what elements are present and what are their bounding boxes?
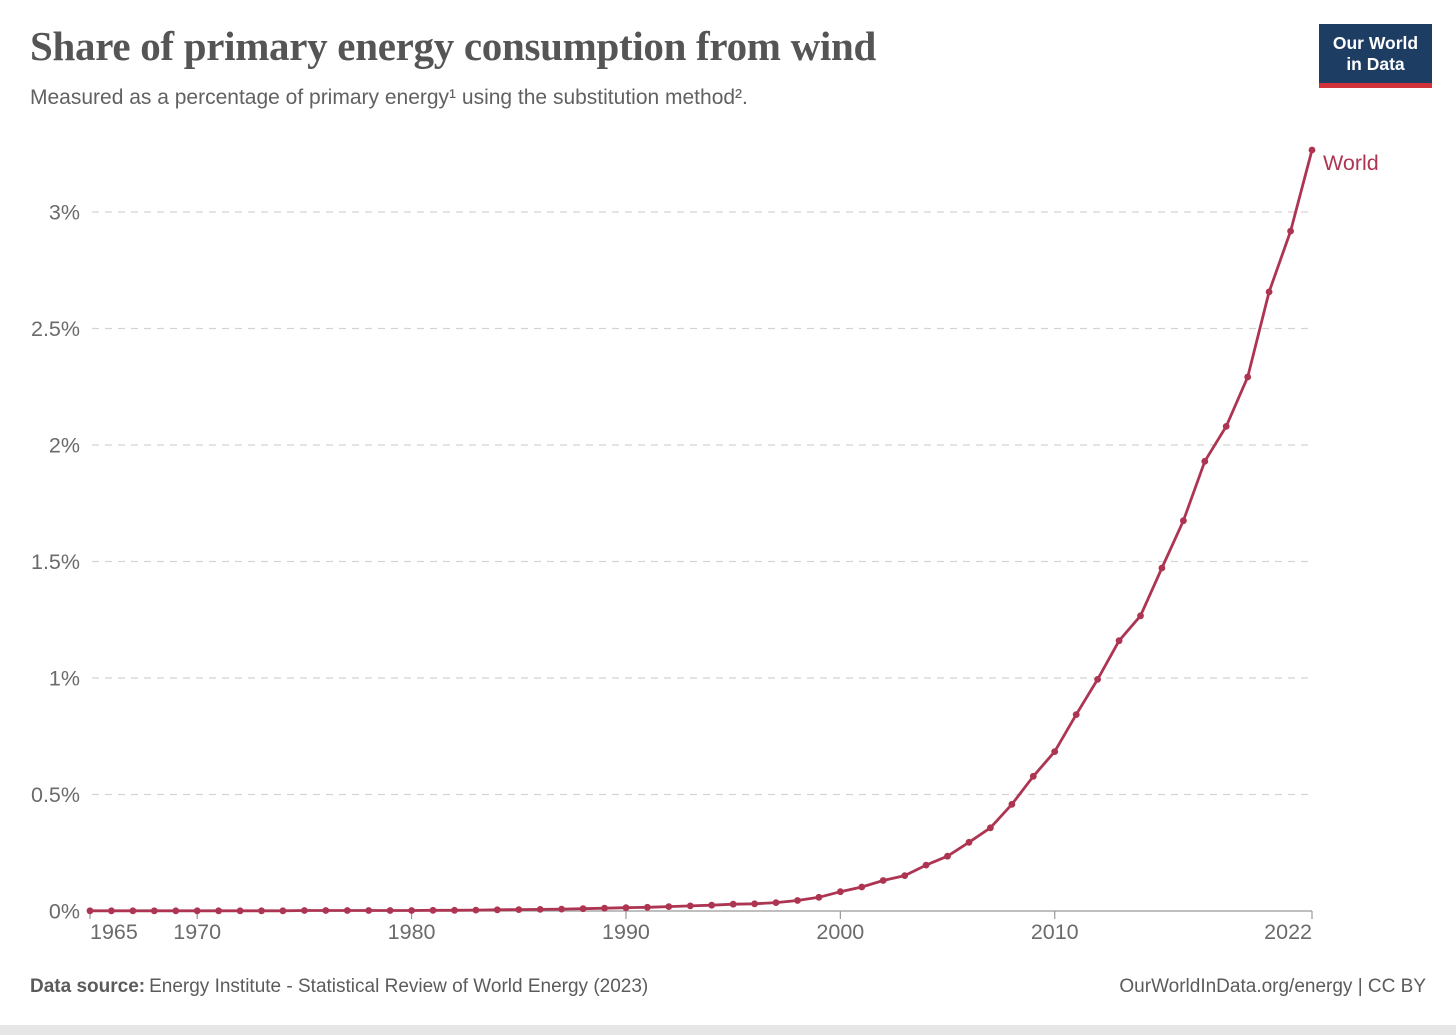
data-point-1998 <box>794 897 801 904</box>
data-point-1968 <box>150 907 158 915</box>
data-point-1983 <box>472 906 480 914</box>
credit-line: OurWorldInData.org/energy | CC BY <box>1119 976 1426 997</box>
x-tick-label-2010: 2010 <box>1031 920 1079 944</box>
y-tick-label-1.5%: 1.5% <box>31 550 80 574</box>
x-tick-label-2000: 2000 <box>816 920 864 944</box>
data-point-1975 <box>301 907 308 914</box>
data-point-2003 <box>901 872 909 879</box>
data-point-1985 <box>515 906 523 913</box>
x-tick-label-1990: 1990 <box>602 920 650 944</box>
data-point-1997 <box>772 899 780 906</box>
data-point-1980 <box>408 907 415 914</box>
data-point-1984 <box>493 906 501 914</box>
x-tick-label-1965: 1965 <box>90 920 138 944</box>
data-point-1971 <box>215 907 223 915</box>
data-point-1979 <box>386 907 394 914</box>
x-tick-label-1970: 1970 <box>173 920 221 944</box>
owid-logo-line2: in Data <box>1346 53 1405 74</box>
data-point-1996 <box>751 900 758 908</box>
data-point-2001 <box>858 883 866 891</box>
data-point-2013 <box>1115 637 1123 645</box>
data-point-2021 <box>1287 227 1294 235</box>
data-point-1972 <box>236 907 244 915</box>
series-label-world: World <box>1323 151 1379 176</box>
data-point-1976 <box>322 907 330 914</box>
data-point-1991 <box>644 903 651 911</box>
data-point-2016 <box>1180 517 1187 525</box>
data-point-2015 <box>1158 564 1166 572</box>
data-point-1973 <box>258 907 265 915</box>
data-point-1977 <box>343 907 351 914</box>
data-point-2008 <box>1008 800 1016 808</box>
data-point-1966 <box>108 907 115 915</box>
data-point-2007 <box>987 824 994 832</box>
data-point-2018 <box>1222 423 1230 430</box>
world-line <box>88 148 1314 913</box>
data-source-label: Data source: <box>30 976 146 997</box>
data-point-1994 <box>708 901 716 909</box>
y-tick-label-0.5%: 0.5% <box>31 783 80 807</box>
data-point-2009 <box>1029 772 1037 780</box>
data-point-2012 <box>1094 676 1101 683</box>
data-point-2011 <box>1072 711 1080 718</box>
data-point-1990 <box>622 904 630 912</box>
data-point-1969 <box>172 907 180 915</box>
data-point-1992 <box>665 903 673 910</box>
data-point-2002 <box>879 877 887 884</box>
owid-logo[interactable]: Our World in Data <box>1319 24 1432 88</box>
owid-logo-line1: Our World <box>1332 32 1419 53</box>
data-point-2004 <box>922 861 930 869</box>
data-point-2010 <box>1051 748 1059 755</box>
data-point-2022 <box>1308 146 1316 154</box>
page-subtitle: Measured as a percentage of primary ener… <box>30 86 748 109</box>
data-point-2005 <box>944 852 951 860</box>
data-point-1982 <box>451 906 458 914</box>
bottom-strip <box>0 1025 1456 1035</box>
data-point-2017 <box>1201 457 1209 465</box>
data-point-1967 <box>129 907 137 915</box>
data-point-1987 <box>558 905 565 913</box>
data-point-1978 <box>365 907 373 914</box>
data-point-1986 <box>536 906 544 913</box>
data-point-1999 <box>815 893 823 901</box>
y-tick-label-0%: 0% <box>49 900 80 924</box>
page-title: Share of primary energy consumption from… <box>30 23 876 69</box>
chart-footer: Data source: Energy Institute - Statistic… <box>30 976 1426 998</box>
y-tick-label-2.5%: 2.5% <box>31 317 80 341</box>
data-point-1981 <box>429 906 437 914</box>
data-point-1988 <box>579 905 587 913</box>
data-point-2000 <box>837 888 844 896</box>
y-tick-label-1%: 1% <box>49 667 80 691</box>
data-source-value: Energy Institute - Statistical Review of… <box>149 976 649 997</box>
data-source: Data source: Energy Institute - Statistic… <box>30 976 648 998</box>
y-tick-label-2%: 2% <box>49 434 80 458</box>
data-point-1993 <box>686 902 694 910</box>
data-point-1995 <box>729 900 737 908</box>
data-point-2006 <box>965 838 973 846</box>
data-point-1970 <box>193 907 201 915</box>
y-tick-label-3%: 3% <box>49 201 80 225</box>
data-point-1974 <box>279 907 287 915</box>
data-point-2014 <box>1137 612 1144 620</box>
x-tick-label-2022: 2022 <box>1264 920 1312 944</box>
data-point-2020 <box>1265 288 1273 296</box>
data-point-2019 <box>1244 373 1252 381</box>
data-point-1989 <box>601 904 608 912</box>
data-point-1965 <box>86 907 94 915</box>
x-tick-label-1980: 1980 <box>388 920 436 944</box>
